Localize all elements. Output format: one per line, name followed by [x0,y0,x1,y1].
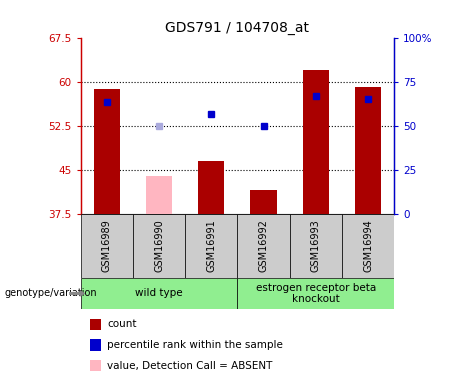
Bar [290,214,342,278]
Text: wild type: wild type [135,288,183,298]
Bar [303,70,329,214]
Bar [81,214,133,278]
Text: GSM16990: GSM16990 [154,219,164,272]
Bar [237,214,290,278]
Title: GDS791 / 104708_at: GDS791 / 104708_at [165,21,309,35]
Bar [81,278,237,309]
Text: GSM16992: GSM16992 [259,219,269,272]
Text: genotype/variation: genotype/variation [5,288,97,298]
Text: percentile rank within the sample: percentile rank within the sample [107,340,283,350]
Text: estrogen receptor beta
knockout: estrogen receptor beta knockout [256,283,376,304]
Bar [94,88,120,214]
Bar [146,176,172,214]
Text: GSM16993: GSM16993 [311,219,321,272]
Text: GSM16991: GSM16991 [206,219,216,272]
Text: value, Detection Call = ABSENT: value, Detection Call = ABSENT [107,361,272,370]
Bar [355,87,381,214]
Bar [342,214,394,278]
Bar [237,278,394,309]
Bar [185,214,237,278]
Bar [198,161,225,214]
Text: count: count [107,320,136,329]
Bar [250,190,277,214]
Text: GSM16994: GSM16994 [363,219,373,272]
Bar [133,214,185,278]
Text: GSM16989: GSM16989 [102,219,112,272]
